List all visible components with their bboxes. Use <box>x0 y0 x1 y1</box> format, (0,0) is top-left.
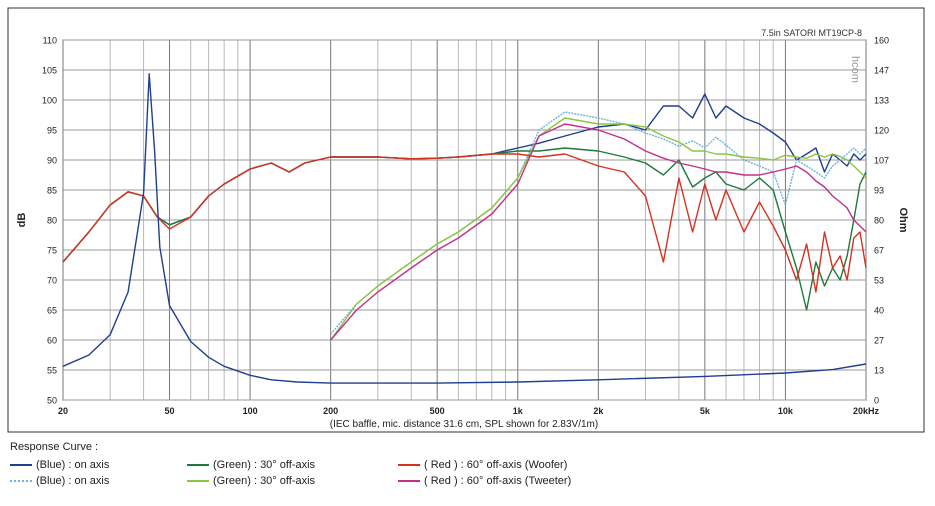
y2-tick-label: 27 <box>874 336 884 346</box>
legend-swatch <box>187 464 209 466</box>
y2-tick-label: 93 <box>874 186 884 196</box>
legend-item: (Green) : 30° off-axis <box>187 475 315 487</box>
legend-label: (Green) : 30° off-axis <box>213 459 316 471</box>
y-tick-label: 60 <box>47 336 57 346</box>
x-tick-label: 50 <box>165 406 175 416</box>
y-tick-label: 85 <box>47 186 57 196</box>
y-tick-label: 50 <box>47 396 57 406</box>
y2-tick-label: 0 <box>874 396 879 406</box>
legend-label: ( Red ) : 60° off-axis (Tweeter) <box>424 475 572 487</box>
legend-item: (Green) : 30° off-axis <box>187 459 315 471</box>
y2-tick-label: 67 <box>874 246 884 256</box>
chart-title: 7.5in SATORI MT19CP-8 <box>761 28 862 38</box>
y-tick-label: 90 <box>47 156 57 166</box>
x-tick-label: 1k <box>513 406 524 416</box>
legend-swatch <box>398 480 420 482</box>
x-tick-label: 200 <box>323 406 338 416</box>
x-tick-label: 500 <box>430 406 445 416</box>
y-tick-label: 110 <box>43 36 57 46</box>
legend-swatch <box>10 464 32 466</box>
legend-swatch <box>398 464 420 466</box>
y-tick-label: 95 <box>47 126 57 136</box>
tick-labels: 20 50 100 200 500 1k 2k 5k 10k 20kHz5055606570758… <box>42 36 889 417</box>
y2-tick-label: 160 <box>874 36 889 46</box>
legend-item: ( Red ) : 60° off-axis (Tweeter) <box>398 475 571 487</box>
watermark: hcom <box>849 56 861 83</box>
x-tick-label: 10k <box>778 406 794 416</box>
y-tick-label: 80 <box>47 216 57 226</box>
x-tick-label: 2k <box>593 406 604 416</box>
legend-label: (Blue) : on axis <box>36 475 110 487</box>
impedance-curve <box>62 73 867 384</box>
legend-label: (Blue) : on axis <box>36 459 110 471</box>
series-line <box>330 123 867 341</box>
x-tick-label: 20 <box>58 406 68 416</box>
y-tick-label: 105 <box>42 66 57 76</box>
legend-item: (Blue) : on axis <box>10 459 109 471</box>
series-line <box>62 153 867 293</box>
y-tick-label: 75 <box>47 246 57 256</box>
y-tick-label: 100 <box>42 96 57 106</box>
curves-layer <box>62 73 867 384</box>
y2-tick-label: 13 <box>874 366 884 376</box>
y-axis-label: dB <box>16 213 28 228</box>
y2-tick-label: 53 <box>874 276 884 286</box>
legend-label: ( Red ) : 60° off-axis (Woofer) <box>424 459 568 471</box>
legend-swatch <box>187 480 209 482</box>
legend-item: ( Red ) : 60° off-axis (Woofer) <box>398 459 567 471</box>
x-tick-label: 20kHz <box>853 406 880 416</box>
x-axis-label: (IEC baffle, mic. distance 31.6 cm, SPL … <box>330 419 598 430</box>
grid-lines <box>62 39 867 401</box>
y-tick-label: 55 <box>47 366 57 376</box>
x-tick-label: 100 <box>243 406 258 416</box>
y2-tick-label: 147 <box>874 66 889 76</box>
y-tick-label: 70 <box>47 276 57 286</box>
y-tick-label: 65 <box>47 306 57 316</box>
y2-tick-label: 120 <box>874 126 889 136</box>
series-line <box>330 117 867 341</box>
y2-axis-label: Ohm <box>897 207 909 232</box>
y2-tick-label: 80 <box>874 216 884 226</box>
y2-tick-label: 133 <box>874 96 889 106</box>
legend-title: Response Curve : <box>10 441 99 453</box>
legend-label: (Green) : 30° off-axis <box>213 475 316 487</box>
y2-tick-label: 40 <box>874 306 884 316</box>
legend-swatch <box>10 480 32 482</box>
y2-tick-label: 107 <box>874 156 889 166</box>
x-tick-label: 5k <box>700 406 711 416</box>
legend-item: (Blue) : on axis <box>10 475 109 487</box>
